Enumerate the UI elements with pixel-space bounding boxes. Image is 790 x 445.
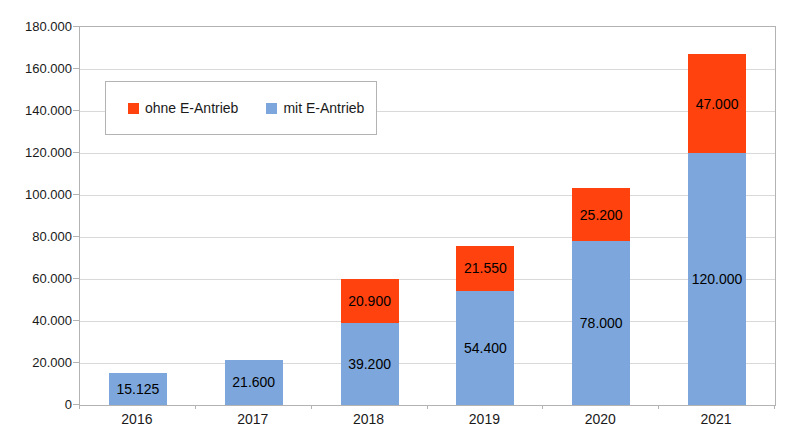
gridline [80, 363, 775, 364]
data-label: 15.125 [109, 381, 167, 397]
data-label: 20.900 [341, 293, 399, 309]
y-axis-label: 120.000 [0, 145, 72, 160]
data-label: 25.200 [572, 207, 630, 223]
y-axis-tick [73, 68, 79, 69]
y-axis-tick [73, 152, 79, 153]
stacked-bar-chart: 15.125 21.600 39.200 20.900 54.400 21.550 78.0… [0, 0, 790, 445]
y-axis-label: 0 [0, 397, 72, 412]
legend-swatch-icon [128, 103, 139, 114]
y-axis-tick [73, 26, 79, 27]
x-axis-tick [79, 405, 80, 409]
data-label: 39.200 [341, 356, 399, 372]
data-label: 78.000 [572, 315, 630, 331]
x-axis-tick [195, 405, 196, 409]
data-label: 54.400 [456, 340, 514, 356]
y-axis-label: 100.000 [0, 187, 72, 202]
legend-label: mit E-Antrieb [283, 100, 364, 116]
y-axis-tick [73, 110, 79, 111]
y-axis-tick [73, 194, 79, 195]
y-axis-label: 20.000 [0, 355, 72, 370]
legend-entry-ohne-e-antrieb: ohne E-Antrieb [128, 100, 238, 116]
x-axis-tick [658, 405, 659, 409]
y-axis-tick [73, 236, 79, 237]
legend: ohne E-Antrieb mit E-Antrieb [105, 81, 377, 135]
x-axis-label: 2018 [311, 411, 427, 427]
gridline [80, 279, 775, 280]
x-axis-tick [311, 405, 312, 409]
x-axis-label: 2016 [79, 411, 195, 427]
gridline [80, 321, 775, 322]
bar-group-2020: 78.000 25.200 [572, 27, 630, 405]
y-axis-label: 40.000 [0, 313, 72, 328]
x-axis-label: 2021 [658, 411, 774, 427]
bar-group-2021: 120.000 47.000 [688, 27, 746, 405]
x-axis-label: 2020 [542, 411, 658, 427]
data-label: 120.000 [688, 271, 746, 287]
data-label: 21.600 [225, 374, 283, 390]
legend-entry-mit-e-antrieb: mit E-Antrieb [266, 100, 364, 116]
legend-label: ohne E-Antrieb [145, 100, 238, 116]
bar-group-2019: 54.400 21.550 [456, 27, 514, 405]
y-axis-tick [73, 362, 79, 363]
x-axis-tick [774, 405, 775, 409]
gridline [80, 237, 775, 238]
x-axis-label: 2017 [195, 411, 311, 427]
x-axis-label: 2019 [427, 411, 543, 427]
gridline [80, 195, 775, 196]
y-axis-label: 180.000 [0, 19, 72, 34]
data-label: 21.550 [456, 260, 514, 276]
x-axis-tick [542, 405, 543, 409]
y-axis-tick [73, 278, 79, 279]
legend-swatch-icon [266, 103, 277, 114]
gridline [80, 153, 775, 154]
y-axis-label: 160.000 [0, 61, 72, 76]
y-axis-label: 80.000 [0, 229, 72, 244]
x-axis-tick [427, 405, 428, 409]
y-axis-tick [73, 320, 79, 321]
y-axis-label: 140.000 [0, 103, 72, 118]
data-label: 47.000 [688, 96, 746, 112]
y-axis-label: 60.000 [0, 271, 72, 286]
gridline [80, 69, 775, 70]
